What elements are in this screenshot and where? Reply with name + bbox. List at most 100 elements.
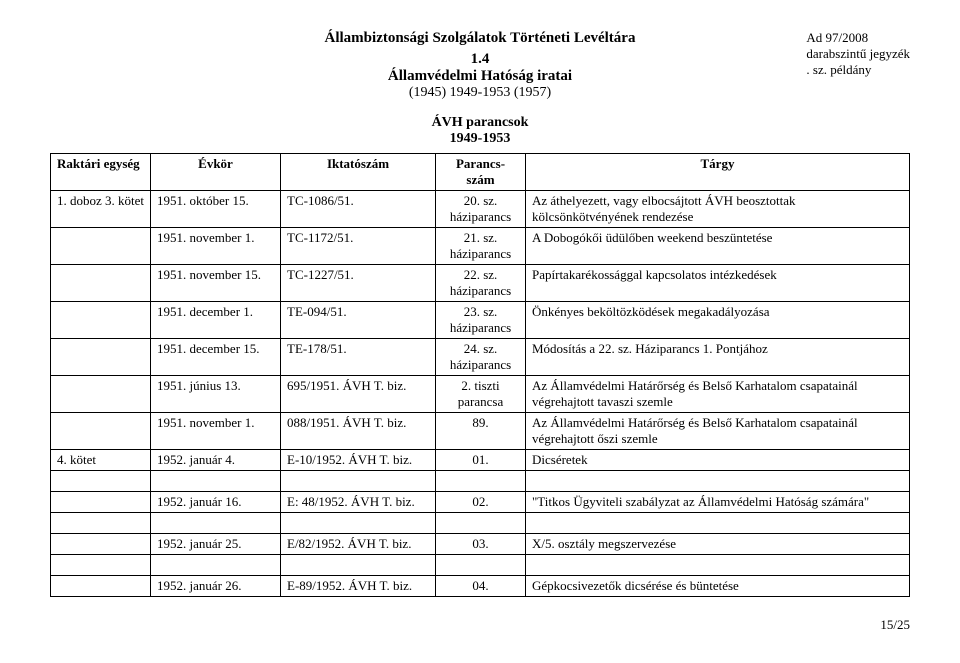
col-parancsszam: Parancs- szám <box>436 154 526 191</box>
cell-c1 <box>51 534 151 555</box>
col-raktari: Raktári egység <box>51 154 151 191</box>
table-row <box>51 513 910 534</box>
table-row: 1951. december 1.TE-094/51.23. sz. házip… <box>51 302 910 339</box>
cell-c5: "Titkos Ügyviteli szabályzat az Államvéd… <box>526 492 910 513</box>
table-header-row: Raktári egység Évkör Iktatószám Parancs-… <box>51 154 910 191</box>
table-row: 1951. november 1.TC-1172/51.21. sz. házi… <box>51 228 910 265</box>
cell-c5: Dicséretek <box>526 450 910 471</box>
table-row: 4. kötet1952. január 4.E-10/1952. ÁVH T.… <box>51 450 910 471</box>
cell-c4: 01. <box>436 450 526 471</box>
cell-c1: 4. kötet <box>51 450 151 471</box>
cell-c5: Papírtakarékossággal kapcsolatos intézke… <box>526 265 910 302</box>
cell-c5: Önkényes beköltözködések megakadályozása <box>526 302 910 339</box>
blank-cell <box>281 471 436 492</box>
cell-c2: 1952. január 4. <box>151 450 281 471</box>
blank-cell <box>51 555 151 576</box>
cell-c5: A Dobogókői üdülőben weekend beszüntetés… <box>526 228 910 265</box>
table-row: 1951. június 13.695/1951. ÁVH T. biz.2. … <box>51 376 910 413</box>
copy-number: . sz. példány <box>806 62 910 78</box>
cell-c3: E/82/1952. ÁVH T. biz. <box>281 534 436 555</box>
cell-c3: TE-178/51. <box>281 339 436 376</box>
cell-c3: TC-1172/51. <box>281 228 436 265</box>
table-row: 1951. december 15.TE-178/51.24. sz. házi… <box>51 339 910 376</box>
table-row: 1952. január 26.E-89/1952. ÁVH T. biz.04… <box>51 576 910 597</box>
cell-c1 <box>51 413 151 450</box>
cell-c4: 21. sz. háziparancs <box>436 228 526 265</box>
cell-c3: TC-1086/51. <box>281 191 436 228</box>
cell-c1 <box>51 339 151 376</box>
table-row <box>51 555 910 576</box>
blank-cell <box>281 555 436 576</box>
cell-c4: 22. sz. háziparancs <box>436 265 526 302</box>
cell-c3: E-89/1952. ÁVH T. biz. <box>281 576 436 597</box>
cell-c2: 1951. december 1. <box>151 302 281 339</box>
cell-c4: 20. sz. háziparancs <box>436 191 526 228</box>
header-right-block: Ad 97/2008 darabszintű jegyzék . sz. pél… <box>806 30 910 78</box>
cell-c2: 1952. január 16. <box>151 492 281 513</box>
col-targy: Tárgy <box>526 154 910 191</box>
blank-cell <box>51 513 151 534</box>
cell-c5: Az áthelyezett, vagy elbocsájtott ÁVH be… <box>526 191 910 228</box>
cell-c2: 1951. október 15. <box>151 191 281 228</box>
table-row: 1. doboz 3. kötet1951. október 15.TC-108… <box>51 191 910 228</box>
records-table: Raktári egység Évkör Iktatószám Parancs-… <box>50 153 910 597</box>
cell-c2: 1952. január 26. <box>151 576 281 597</box>
cell-c2: 1951. június 13. <box>151 376 281 413</box>
section-title-line2: 1949-1953 <box>450 131 511 146</box>
cell-c1 <box>51 492 151 513</box>
cell-c2: 1951. december 15. <box>151 339 281 376</box>
blank-cell <box>281 513 436 534</box>
blank-cell <box>151 471 281 492</box>
section-title: ÁVH parancsok 1949-1953 <box>50 115 910 147</box>
cell-c5: Gépkocsivezetők dicsérése és büntetése <box>526 576 910 597</box>
cell-c2: 1951. november 1. <box>151 413 281 450</box>
col-evkor: Évkör <box>151 154 281 191</box>
cell-c4: 23. sz. háziparancs <box>436 302 526 339</box>
cell-c2: 1952. január 25. <box>151 534 281 555</box>
table-row <box>51 471 910 492</box>
reference-number: Ad 97/2008 <box>806 30 910 46</box>
cell-c1: 1. doboz 3. kötet <box>51 191 151 228</box>
blank-cell <box>526 513 910 534</box>
cell-c5: Az Államvédelmi Határőrség és Belső Karh… <box>526 413 910 450</box>
series-title: Államvédelmi Hatóság iratai <box>50 68 910 85</box>
cell-c5: Módosítás a 22. sz. Háziparancs 1. Pontj… <box>526 339 910 376</box>
table-row: 1952. január 25.E/82/1952. ÁVH T. biz.03… <box>51 534 910 555</box>
blank-cell <box>51 471 151 492</box>
cell-c4: 02. <box>436 492 526 513</box>
table-body: 1. doboz 3. kötet1951. október 15.TC-108… <box>51 191 910 597</box>
archive-title: Állambiztonsági Szolgálatok Történeti Le… <box>50 30 910 47</box>
blank-cell <box>151 555 281 576</box>
cell-c1 <box>51 302 151 339</box>
blank-cell <box>526 555 910 576</box>
section-title-line1: ÁVH parancsok <box>432 115 529 130</box>
blank-cell <box>436 513 526 534</box>
header-center: Állambiztonsági Szolgálatok Történeti Le… <box>50 30 910 101</box>
cell-c4: 03. <box>436 534 526 555</box>
table-row: 1951. november 15.TC-1227/51.22. sz. ház… <box>51 265 910 302</box>
cell-c3: 088/1951. ÁVH T. biz. <box>281 413 436 450</box>
cell-c1 <box>51 376 151 413</box>
document-header: Állambiztonsági Szolgálatok Történeti Le… <box>50 30 910 101</box>
cell-c3: E: 48/1952. ÁVH T. biz. <box>281 492 436 513</box>
register-type: darabszintű jegyzék <box>806 46 910 62</box>
cell-c4: 89. <box>436 413 526 450</box>
cell-c4: 24. sz. háziparancs <box>436 339 526 376</box>
blank-cell <box>526 471 910 492</box>
blank-cell <box>436 555 526 576</box>
col-iktatoszam: Iktatószám <box>281 154 436 191</box>
cell-c4: 2. tiszti parancsa <box>436 376 526 413</box>
series-number: 1.4 <box>50 51 910 68</box>
cell-c1 <box>51 228 151 265</box>
cell-c1 <box>51 576 151 597</box>
cell-c2: 1951. november 15. <box>151 265 281 302</box>
blank-cell <box>151 513 281 534</box>
table-row: 1952. január 16.E: 48/1952. ÁVH T. biz.0… <box>51 492 910 513</box>
cell-c3: TC-1227/51. <box>281 265 436 302</box>
cell-c3: TE-094/51. <box>281 302 436 339</box>
cell-c3: 695/1951. ÁVH T. biz. <box>281 376 436 413</box>
page-number: 15/25 <box>50 617 910 633</box>
cell-c3: E-10/1952. ÁVH T. biz. <box>281 450 436 471</box>
blank-cell <box>436 471 526 492</box>
table-row: 1951. november 1.088/1951. ÁVH T. biz.89… <box>51 413 910 450</box>
